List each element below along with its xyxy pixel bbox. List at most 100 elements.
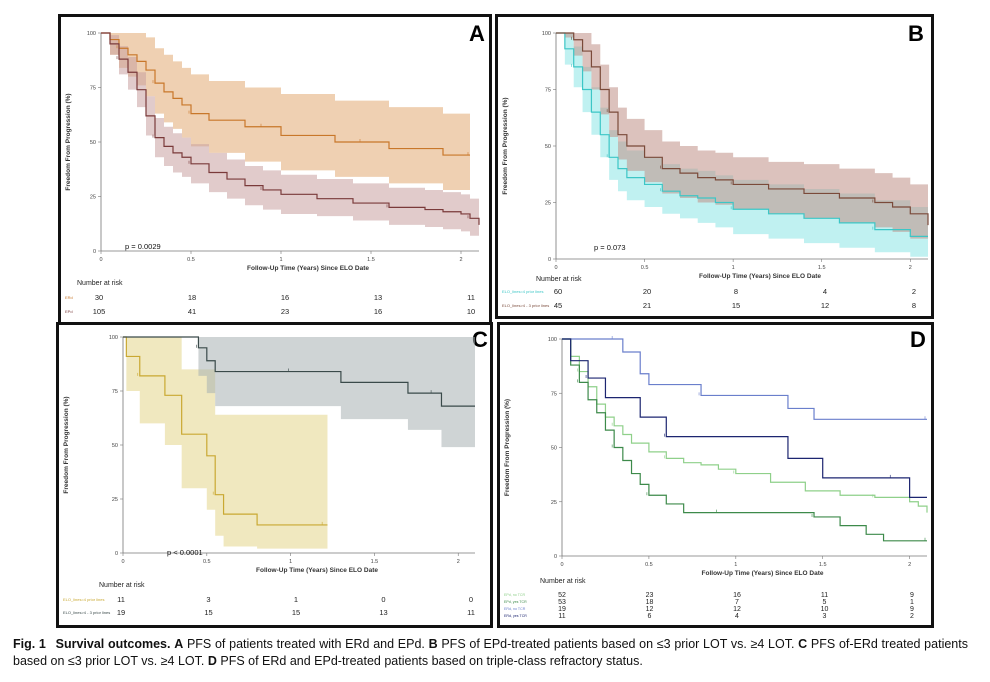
risk-count: 41 bbox=[188, 307, 196, 316]
risk-count: 16 bbox=[281, 293, 289, 302]
risk-count: 0 bbox=[381, 595, 385, 604]
risk-count: 6 bbox=[648, 613, 652, 620]
risk-row-label: EPd, yes TCR bbox=[504, 600, 527, 604]
risk-count: 21 bbox=[643, 301, 651, 310]
x-tick-label: 1 bbox=[289, 559, 292, 565]
panel-c: C 0 25 50 75 100 0 0.5 1 1.5 2 Follow-Up Time (Yea… bbox=[56, 322, 493, 628]
risk-row-label: ELO_lines>4 - 3 prior lines bbox=[63, 610, 110, 615]
y-tick-label: 50 bbox=[545, 144, 551, 150]
ci-band-2 bbox=[101, 33, 479, 241]
risk-row-label: ERd, yes TCR bbox=[504, 614, 527, 618]
km-plot-a: 0 25 50 75 100 0 0.5 1 1.5 2 Follow-Up Time (Years… bbox=[65, 31, 480, 316]
panel-letter-d: D bbox=[910, 327, 926, 352]
y-tick-label: 100 bbox=[109, 335, 118, 341]
risk-count: 10 bbox=[821, 606, 829, 613]
y-tick-label: 0 bbox=[548, 257, 551, 263]
risk-count: 7 bbox=[735, 599, 739, 606]
p-value-annotation: p = 0.0029 bbox=[125, 242, 161, 251]
km-curve-2 bbox=[123, 336, 475, 407]
risk-count: 105 bbox=[93, 307, 106, 316]
x-tick-label: 2 bbox=[908, 562, 911, 568]
risk-count: 8 bbox=[912, 301, 916, 310]
caption-letter-d: D bbox=[207, 654, 217, 668]
figure-caption: Fig. 1 Survival outcomes. A PFS of patie… bbox=[13, 636, 968, 670]
km-curve-3 bbox=[562, 338, 927, 420]
y-tick-label: 25 bbox=[112, 497, 118, 503]
y-tick-label: 50 bbox=[90, 140, 96, 146]
risk-count: 52 bbox=[558, 592, 566, 599]
risk-count: 12 bbox=[646, 606, 654, 613]
risk-count: 23 bbox=[281, 307, 289, 316]
risk-count: 15 bbox=[292, 608, 300, 617]
risk-count: 0 bbox=[469, 595, 473, 604]
y-tick-label: 25 bbox=[90, 195, 96, 201]
risk-count: 11 bbox=[821, 592, 828, 599]
caption-text-b: PFS of EPd-treated patients based on ≤3 … bbox=[441, 637, 795, 651]
y-tick-label: 50 bbox=[112, 443, 118, 449]
y-tick-label: 75 bbox=[112, 389, 118, 395]
y-axis-label: Freedom From Progression (%) bbox=[504, 399, 511, 496]
risk-count: 9 bbox=[910, 592, 914, 599]
ci-band-1 bbox=[101, 33, 470, 190]
risk-count: 11 bbox=[467, 293, 475, 302]
risk-count: 12 bbox=[821, 301, 829, 310]
y-tick-label: 25 bbox=[545, 201, 551, 207]
y-tick-label: 75 bbox=[545, 88, 551, 94]
km-curve-2 bbox=[556, 32, 929, 226]
x-tick-label: 1 bbox=[732, 265, 735, 271]
risk-row-label: EPd, no TCR bbox=[504, 593, 526, 597]
x-tick-label: 1.5 bbox=[367, 257, 375, 263]
risk-row-label: ELO_lines>4 - 3 prior lines bbox=[502, 303, 549, 308]
risk-count: 15 bbox=[732, 301, 740, 310]
y-tick-label: 0 bbox=[115, 551, 118, 557]
risk-count: 19 bbox=[117, 608, 125, 617]
caption-title: Survival outcomes. bbox=[55, 637, 171, 651]
risk-count: 9 bbox=[910, 606, 914, 613]
x-axis-label: Follow-Up Time (Years) Since ELO Date bbox=[256, 567, 378, 574]
km-curve-1 bbox=[123, 336, 328, 526]
y-tick-label: 0 bbox=[554, 554, 557, 560]
risk-count: 11 bbox=[117, 595, 125, 604]
risk-count: 1 bbox=[294, 595, 298, 604]
panel-letter-b: B bbox=[908, 21, 924, 46]
caption-fig-label: Fig. 1 bbox=[13, 637, 46, 651]
x-tick-label: 1.5 bbox=[818, 265, 826, 271]
risk-count: 23 bbox=[646, 592, 654, 599]
x-tick-label: 0 bbox=[554, 265, 557, 271]
risk-count: 18 bbox=[188, 293, 196, 302]
caption-letter-b: B bbox=[428, 637, 438, 651]
x-tick-label: 0.5 bbox=[187, 257, 195, 263]
x-tick-label: 0.5 bbox=[641, 265, 649, 271]
ci-band-2 bbox=[123, 337, 475, 448]
risk-count: 5 bbox=[823, 599, 827, 606]
x-tick-label: 0.5 bbox=[645, 562, 653, 568]
panel-d: D 0 25 50 75 100 0 0.5 1 1.5 2 Follow-Up Time (Yea… bbox=[497, 322, 934, 628]
x-tick-label: 2 bbox=[457, 559, 460, 565]
y-tick-label: 75 bbox=[551, 391, 557, 397]
km-curve-1 bbox=[556, 32, 928, 237]
risk-count: 16 bbox=[374, 307, 382, 316]
km-curve-4 bbox=[562, 338, 927, 499]
y-tick-label: 100 bbox=[87, 31, 96, 37]
x-tick-label: 0 bbox=[121, 559, 124, 565]
x-tick-label: 1.5 bbox=[371, 559, 379, 565]
risk-count: 2 bbox=[910, 613, 914, 620]
km-curve-2 bbox=[562, 338, 927, 542]
km-curve-1 bbox=[562, 338, 928, 513]
risk-count: 19 bbox=[558, 606, 566, 613]
risk-count: 53 bbox=[558, 599, 566, 606]
risk-table-title: Number at risk bbox=[540, 578, 586, 585]
x-axis-label: Follow-Up Time (Years) Since ELO Date bbox=[699, 273, 821, 280]
x-tick-label: 0 bbox=[560, 562, 563, 568]
risk-count: 20 bbox=[643, 287, 651, 296]
x-tick-label: 2 bbox=[459, 257, 462, 263]
risk-row-label: ELO_lines=4 prior lines bbox=[63, 597, 104, 602]
risk-table-title: Number at risk bbox=[536, 276, 582, 283]
km-curve-1 bbox=[101, 32, 470, 156]
x-tick-label: 1 bbox=[734, 562, 737, 568]
risk-count: 13 bbox=[374, 293, 382, 302]
y-tick-label: 25 bbox=[551, 500, 557, 506]
x-tick-label: 0.5 bbox=[203, 559, 211, 565]
p-value-annotation: p = 0.073 bbox=[594, 243, 626, 252]
km-plot-b: 0 25 50 75 100 0 0.5 1 1.5 2 Follow-Up Time (Years… bbox=[502, 31, 929, 310]
